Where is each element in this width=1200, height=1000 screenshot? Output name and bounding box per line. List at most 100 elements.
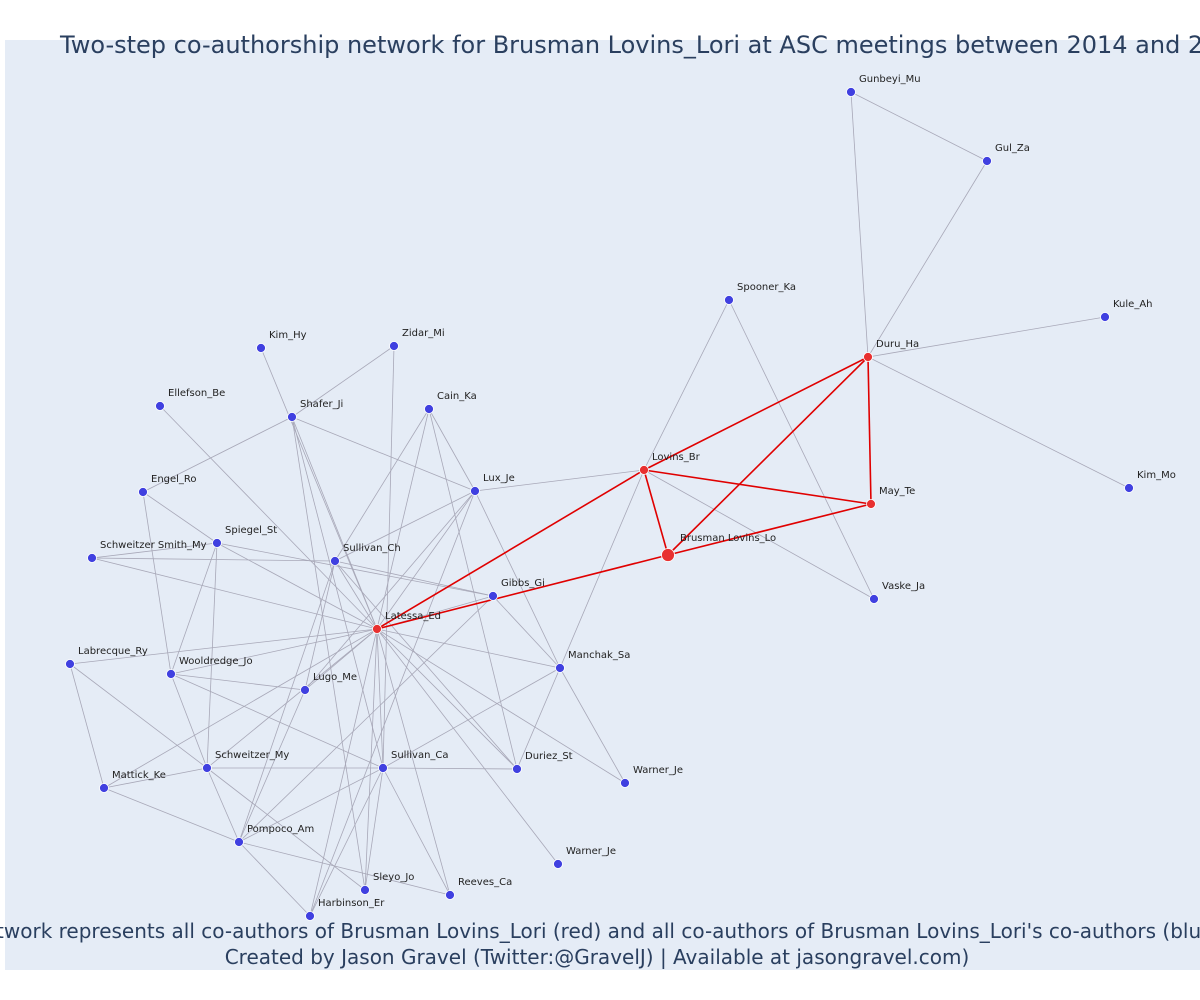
node-label: Kim_Hy (269, 330, 307, 341)
edge (364, 767, 384, 891)
edge (334, 560, 378, 630)
node-label: Schweitzer_My (215, 750, 289, 761)
node-label: Sleyo_Jo (373, 872, 414, 883)
edge (69, 628, 378, 665)
focal-edge (667, 503, 872, 556)
edge (309, 767, 384, 917)
edge (334, 560, 494, 597)
focal-edge (376, 469, 645, 630)
node-label: Engel_Ro (151, 474, 197, 485)
node (87, 553, 97, 563)
node (424, 404, 434, 414)
edge (304, 560, 336, 691)
edge (309, 490, 476, 917)
node-label: Spiegel_St (225, 525, 277, 536)
edge (382, 767, 451, 896)
node (445, 890, 455, 900)
edge (376, 408, 430, 630)
node-label: Vaske_Ja (882, 581, 925, 592)
focal-edge (643, 469, 669, 556)
node (378, 763, 388, 773)
edge (382, 767, 518, 770)
edge (69, 663, 208, 769)
node (555, 663, 565, 673)
node-label: Mattick_Ke (112, 770, 166, 781)
node-label: Spooner_Ka (737, 282, 796, 293)
edge (376, 628, 626, 784)
edge (103, 628, 378, 789)
node (360, 885, 370, 895)
focal-edge (867, 356, 872, 505)
node-label: Gibbs_Gi (501, 578, 545, 589)
edge (238, 767, 384, 843)
node-label: Sullivan_Ch (343, 543, 401, 554)
edge (474, 490, 561, 669)
node-label: Cain_Ka (437, 391, 477, 402)
node-label: Lugo_Me (313, 672, 357, 683)
edge (559, 667, 626, 784)
edge (364, 628, 378, 891)
node (724, 295, 734, 305)
node-label: Kim_Mo (1137, 470, 1176, 481)
edge (260, 347, 378, 630)
node (305, 911, 315, 921)
edge (867, 316, 1106, 358)
node (553, 859, 563, 869)
edge (159, 405, 378, 630)
edge (516, 667, 561, 770)
node (166, 669, 176, 679)
edges (69, 91, 1130, 917)
edge (170, 673, 306, 691)
edge (91, 557, 336, 562)
focal-edge (643, 469, 872, 505)
edge (238, 841, 311, 917)
node-label: Manchak_Sa (568, 650, 630, 661)
edge (206, 628, 378, 769)
edge (382, 345, 395, 769)
edge (428, 408, 518, 770)
edge (334, 490, 476, 562)
edge (474, 469, 645, 492)
edge (142, 416, 293, 493)
node (661, 548, 675, 562)
node (866, 499, 876, 509)
node (202, 763, 212, 773)
edge (428, 408, 476, 492)
edge (69, 663, 105, 789)
edge (291, 345, 395, 418)
edge (850, 91, 988, 162)
node (488, 591, 498, 601)
nodes: Gunbeyi_Mu Gul_Za Spooner_Ka Kule_Ah Duru_Ha… (65, 74, 1176, 921)
edge (103, 787, 240, 843)
edge (850, 91, 869, 358)
footer-line: Network represents all co-authors of Bru… (0, 919, 1200, 943)
node (65, 659, 75, 669)
edge (376, 490, 476, 630)
edge (304, 490, 476, 691)
edge (103, 767, 208, 789)
edge (728, 299, 875, 600)
node (863, 352, 873, 362)
node (470, 486, 480, 496)
node (639, 465, 649, 475)
edge (291, 416, 366, 891)
edge (170, 542, 218, 675)
focal-edge (376, 554, 669, 630)
edge (238, 560, 336, 843)
node-label: Shafer_Ji (300, 399, 343, 410)
node (620, 778, 630, 788)
node (846, 87, 856, 97)
plot-background (5, 40, 1200, 970)
focal-edge (667, 356, 869, 556)
node (256, 343, 266, 353)
node (99, 783, 109, 793)
node (512, 764, 522, 774)
node-label: Gul_Za (995, 143, 1030, 154)
node (372, 624, 382, 634)
node-label: Harbinson_Er (318, 898, 385, 909)
edge (170, 673, 208, 769)
node-label: May_Te (879, 486, 915, 497)
node-label: Warner_Je (566, 846, 616, 857)
edge (492, 595, 561, 669)
